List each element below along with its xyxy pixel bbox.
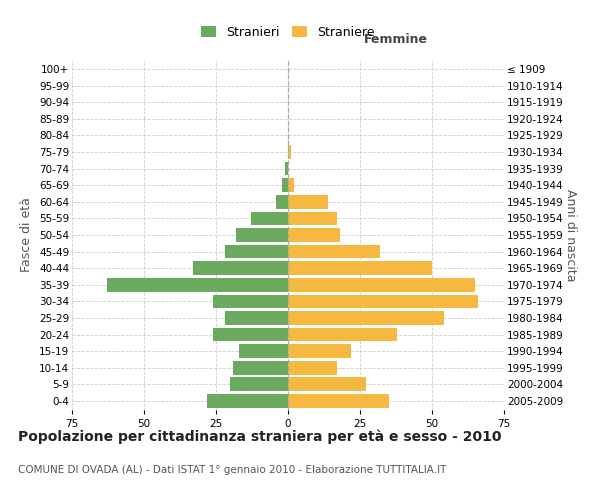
Bar xyxy=(233,361,288,374)
Bar xyxy=(236,228,288,242)
Bar xyxy=(288,146,291,159)
Bar xyxy=(288,361,337,374)
Y-axis label: Anni di nascita: Anni di nascita xyxy=(565,188,577,281)
Bar xyxy=(288,245,380,258)
Bar xyxy=(213,294,288,308)
Bar xyxy=(288,378,366,391)
Bar xyxy=(288,262,432,275)
Bar xyxy=(285,162,288,175)
Bar xyxy=(288,278,475,291)
Legend: Stranieri, Straniere: Stranieri, Straniere xyxy=(196,21,380,44)
Text: COMUNE DI OVADA (AL) - Dati ISTAT 1° gennaio 2010 - Elaborazione TUTTITALIA.IT: COMUNE DI OVADA (AL) - Dati ISTAT 1° gen… xyxy=(18,465,446,475)
Bar xyxy=(239,344,288,358)
Text: Popolazione per cittadinanza straniera per età e sesso - 2010: Popolazione per cittadinanza straniera p… xyxy=(18,430,502,444)
Bar xyxy=(277,195,288,208)
Bar xyxy=(288,394,389,407)
Bar xyxy=(230,378,288,391)
Y-axis label: Fasce di età: Fasce di età xyxy=(20,198,34,272)
Bar xyxy=(282,178,288,192)
Bar xyxy=(224,311,288,324)
Bar xyxy=(288,328,397,342)
Bar xyxy=(288,212,337,225)
Bar xyxy=(193,262,288,275)
Bar xyxy=(208,394,288,407)
Bar xyxy=(107,278,288,291)
Bar xyxy=(288,344,352,358)
Bar xyxy=(288,178,294,192)
Bar xyxy=(288,195,328,208)
Bar xyxy=(288,228,340,242)
Bar xyxy=(213,328,288,342)
Bar xyxy=(288,294,478,308)
Bar xyxy=(288,311,443,324)
Text: Femmine: Femmine xyxy=(364,33,428,46)
Bar xyxy=(224,245,288,258)
Bar xyxy=(251,212,288,225)
